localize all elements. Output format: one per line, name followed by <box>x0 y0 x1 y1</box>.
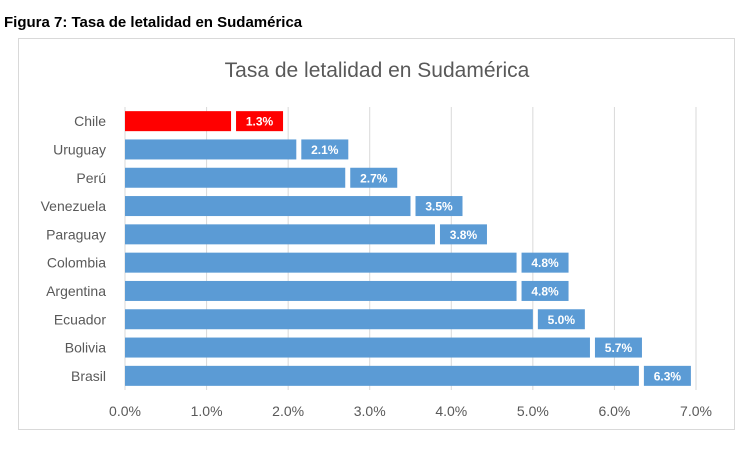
data-label: 2.7% <box>360 171 388 185</box>
data-label: 1.3% <box>246 115 274 129</box>
bar-colombia <box>125 252 517 273</box>
data-label: 2.1% <box>311 143 339 157</box>
data-label-box <box>643 365 691 386</box>
data-label-box <box>521 252 569 273</box>
bar-perú <box>125 167 346 188</box>
bar-chart: Tasa de letalidad en Sudamérica 1.3% 2.1%… <box>41 59 712 419</box>
data-label-box <box>301 139 349 160</box>
x-tick-label: 6.0% <box>598 403 630 419</box>
chart-frame: Tasa de letalidad en Sudamérica 1.3% 2.1%… <box>18 38 735 430</box>
x-tick-label: 2.0% <box>272 403 304 419</box>
x-tick-label: 4.0% <box>435 403 467 419</box>
x-tick-label: 5.0% <box>517 403 549 419</box>
data-label: 6.3% <box>654 369 682 383</box>
bar-brasil <box>125 365 639 386</box>
bars-group: 1.3% 2.1% 2.7% 3.5% 3.8% 4.8% 4.8% 5.0% 5.7% 6.3% <box>125 111 691 386</box>
chart-title: Tasa de letalidad en Sudamérica <box>225 59 530 82</box>
category-label: Argentina <box>46 283 106 299</box>
x-tick-label: 0.0% <box>109 403 141 419</box>
data-label-box <box>537 309 585 330</box>
data-label: 4.8% <box>531 256 559 270</box>
category-label: Uruguay <box>53 141 106 157</box>
data-label-box <box>521 280 569 301</box>
data-label-box <box>236 111 284 132</box>
x-tick-label: 1.0% <box>191 403 223 419</box>
category-label: Perú <box>76 170 106 186</box>
bar-argentina <box>125 280 517 301</box>
bar-bolivia <box>125 337 590 358</box>
category-label: Venezuela <box>41 198 107 214</box>
data-label-box <box>415 196 463 217</box>
data-label: 5.0% <box>548 313 576 327</box>
category-label: Ecuador <box>54 311 106 327</box>
data-label: 4.8% <box>531 284 559 298</box>
x-tick-label: 3.0% <box>354 403 386 419</box>
data-label: 3.5% <box>425 200 453 214</box>
category-label: Bolivia <box>65 340 106 356</box>
bar-venezuela <box>125 196 411 217</box>
data-label-box <box>594 337 642 358</box>
data-label: 5.7% <box>605 341 633 355</box>
category-label: Chile <box>74 113 106 129</box>
category-label: Colombia <box>47 255 106 271</box>
x-axis-tick-labels: 0.0% 1.0% 2.0% 3.0% 4.0% 5.0% 6.0% 7.0% <box>109 403 712 419</box>
data-label-box <box>350 167 398 188</box>
data-label-box <box>439 224 487 245</box>
bar-chile <box>125 111 232 132</box>
category-label: Paraguay <box>46 226 106 242</box>
bar-ecuador <box>125 309 533 330</box>
category-labels: Chile Uruguay Perú Venezuela Paraguay Colombi… <box>41 113 107 384</box>
data-label: 3.8% <box>450 228 478 242</box>
x-tick-label: 7.0% <box>680 403 712 419</box>
bar-paraguay <box>125 224 435 245</box>
figure-caption: Figura 7: Tasa de letalidad en Sudaméric… <box>4 14 303 31</box>
bar-uruguay <box>125 139 297 160</box>
category-label: Brasil <box>71 368 106 384</box>
